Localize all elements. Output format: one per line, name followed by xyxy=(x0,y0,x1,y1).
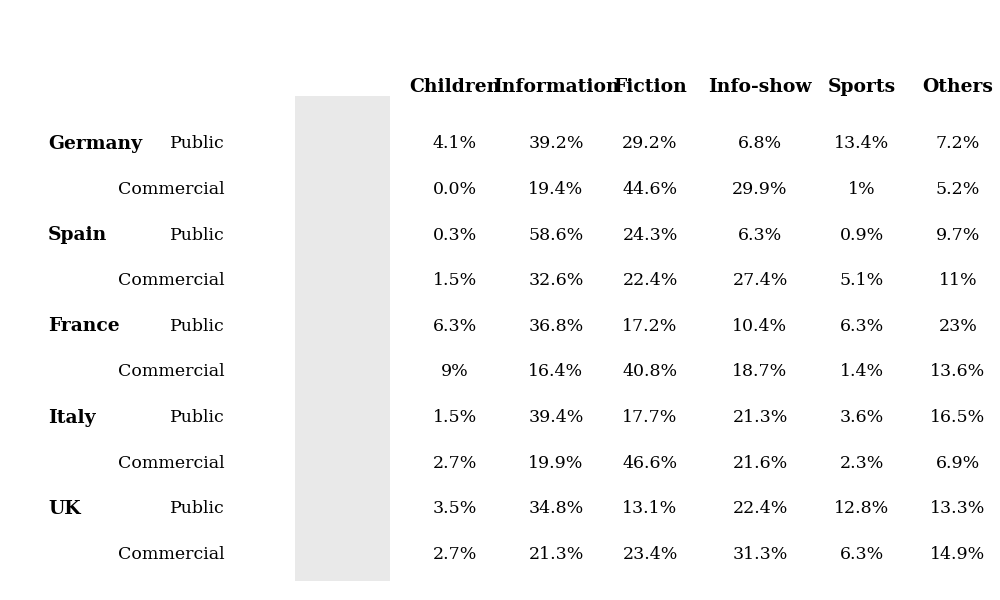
Text: 0.9%: 0.9% xyxy=(840,227,884,244)
Text: 19.9%: 19.9% xyxy=(528,455,584,472)
Text: 2.7%: 2.7% xyxy=(433,455,477,472)
Text: 29.2%: 29.2% xyxy=(622,136,678,152)
Text: 34.8%: 34.8% xyxy=(528,500,584,517)
Text: Germany: Germany xyxy=(48,135,142,153)
Text: 0.3%: 0.3% xyxy=(433,227,477,244)
Text: Public: Public xyxy=(170,318,225,335)
Text: 12.8%: 12.8% xyxy=(834,500,890,517)
Text: 6.3%: 6.3% xyxy=(840,318,884,335)
Text: 22.4%: 22.4% xyxy=(622,272,678,289)
Text: Info-show: Info-show xyxy=(708,78,812,96)
Text: 17.2%: 17.2% xyxy=(622,318,678,335)
Text: 29.9%: 29.9% xyxy=(732,181,788,198)
Text: 2.7%: 2.7% xyxy=(433,546,477,563)
Text: UK: UK xyxy=(48,500,81,518)
Text: 21.3%: 21.3% xyxy=(528,546,584,563)
Text: 39.4%: 39.4% xyxy=(528,409,584,426)
Text: 21.6%: 21.6% xyxy=(732,455,788,472)
Text: Sports: Sports xyxy=(828,78,896,96)
Text: 40.8%: 40.8% xyxy=(622,364,678,380)
Text: 1.4%: 1.4% xyxy=(840,364,884,380)
Text: 13.3%: 13.3% xyxy=(930,500,986,517)
Text: Children: Children xyxy=(409,78,501,96)
Text: 13.6%: 13.6% xyxy=(930,364,986,380)
Text: 4.1%: 4.1% xyxy=(433,136,477,152)
Text: Public: Public xyxy=(170,409,225,426)
Text: 13.4%: 13.4% xyxy=(834,136,890,152)
Text: 21.3%: 21.3% xyxy=(732,409,788,426)
Text: Public: Public xyxy=(170,227,225,244)
Text: 5.2%: 5.2% xyxy=(936,181,980,198)
Text: 16.4%: 16.4% xyxy=(528,364,584,380)
Text: 6.8%: 6.8% xyxy=(738,136,782,152)
Text: 32.6%: 32.6% xyxy=(528,272,584,289)
Text: 1%: 1% xyxy=(848,181,876,198)
Text: 1.5%: 1.5% xyxy=(433,272,477,289)
Text: Public: Public xyxy=(170,500,225,517)
Text: 36.8%: 36.8% xyxy=(528,318,584,335)
Text: 7.2%: 7.2% xyxy=(936,136,980,152)
Text: 0.0%: 0.0% xyxy=(433,181,477,198)
Text: 3.5%: 3.5% xyxy=(433,500,477,517)
Text: 22.4%: 22.4% xyxy=(732,500,788,517)
Text: Commercial: Commercial xyxy=(118,546,225,563)
Text: 16.5%: 16.5% xyxy=(930,409,986,426)
Text: 6.9%: 6.9% xyxy=(936,455,980,472)
Text: Commercial: Commercial xyxy=(118,181,225,198)
Bar xyxy=(295,96,390,581)
Text: Spain: Spain xyxy=(48,226,107,244)
Text: 27.4%: 27.4% xyxy=(732,272,788,289)
Text: 17.7%: 17.7% xyxy=(622,409,678,426)
Text: 23%: 23% xyxy=(939,318,977,335)
Text: France: France xyxy=(48,317,120,335)
Text: Commercial: Commercial xyxy=(118,364,225,380)
Text: 39.2%: 39.2% xyxy=(528,136,584,152)
Text: 9%: 9% xyxy=(441,364,469,380)
Text: 58.6%: 58.6% xyxy=(528,227,584,244)
Text: 18.7%: 18.7% xyxy=(732,364,788,380)
Text: 31.3%: 31.3% xyxy=(732,546,788,563)
Text: 6.3%: 6.3% xyxy=(738,227,782,244)
Text: 23.4%: 23.4% xyxy=(622,546,678,563)
Text: 5.1%: 5.1% xyxy=(840,272,884,289)
Text: Others: Others xyxy=(923,78,993,96)
Text: 46.6%: 46.6% xyxy=(622,455,678,472)
Text: 13.1%: 13.1% xyxy=(622,500,678,517)
Text: 9.7%: 9.7% xyxy=(936,227,980,244)
Text: 14.9%: 14.9% xyxy=(930,546,986,563)
Text: 6.3%: 6.3% xyxy=(433,318,477,335)
Text: 3.6%: 3.6% xyxy=(840,409,884,426)
Text: 1.5%: 1.5% xyxy=(433,409,477,426)
Text: Public: Public xyxy=(170,136,225,152)
Text: Italy: Italy xyxy=(48,409,96,427)
Text: 11%: 11% xyxy=(939,272,977,289)
Text: 2.3%: 2.3% xyxy=(840,455,884,472)
Text: 19.4%: 19.4% xyxy=(528,181,584,198)
Text: Information: Information xyxy=(493,78,619,96)
Text: 6.3%: 6.3% xyxy=(840,546,884,563)
Text: Commercial: Commercial xyxy=(118,272,225,289)
Text: 24.3%: 24.3% xyxy=(622,227,678,244)
Text: 44.6%: 44.6% xyxy=(622,181,678,198)
Text: Commercial: Commercial xyxy=(118,455,225,472)
Text: Fiction: Fiction xyxy=(613,78,687,96)
Text: 10.4%: 10.4% xyxy=(732,318,788,335)
